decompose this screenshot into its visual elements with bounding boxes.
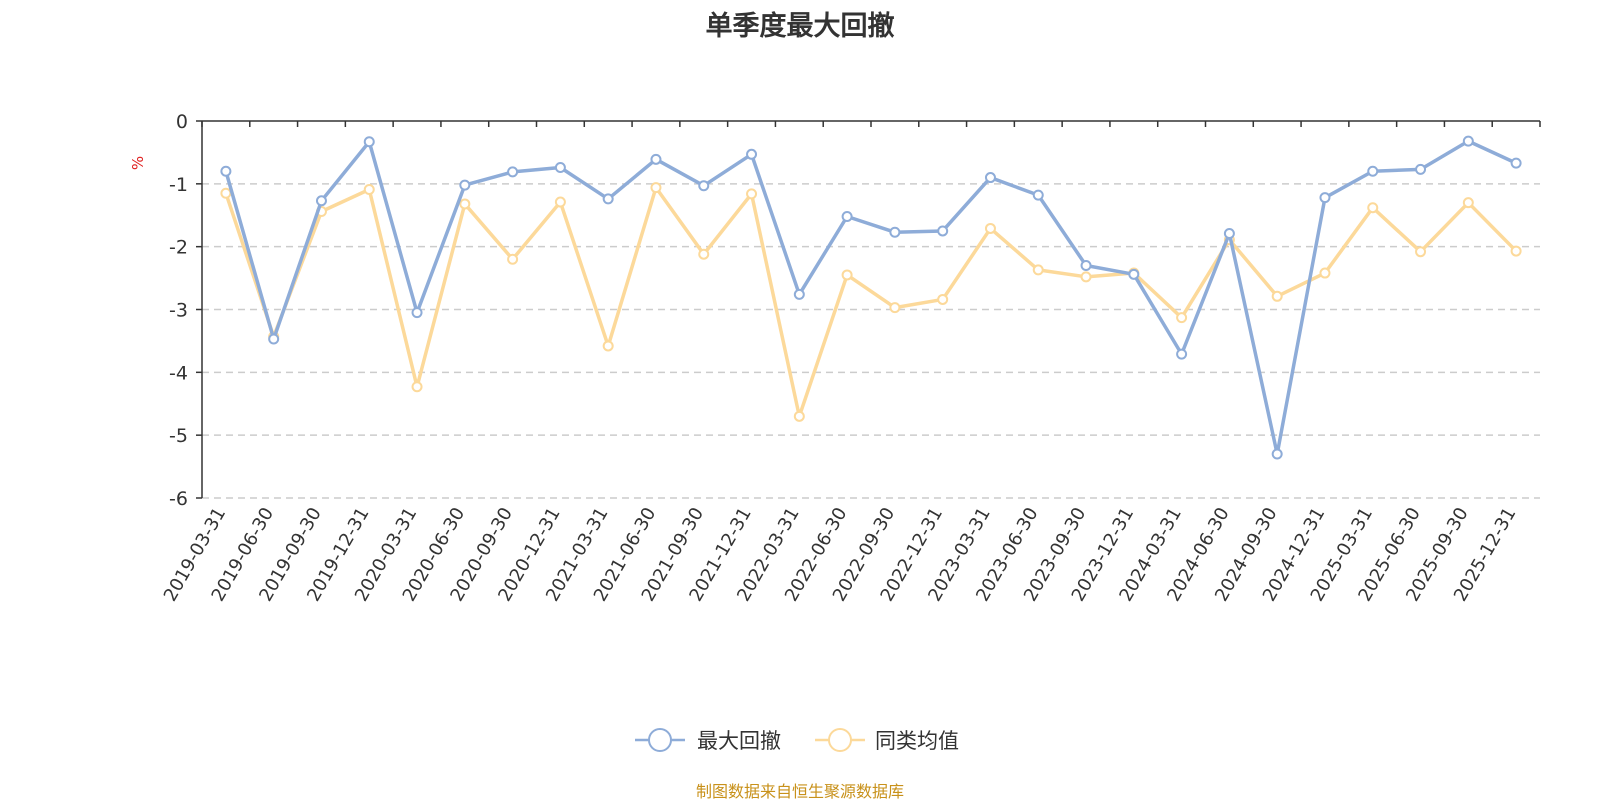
data-point — [1367, 202, 1379, 214]
series-line — [224, 139, 1517, 456]
data-point — [698, 248, 710, 260]
data-point — [459, 179, 471, 191]
legend-marker — [828, 728, 852, 752]
data-point — [554, 161, 566, 173]
data-point — [841, 211, 853, 223]
data-point — [1080, 271, 1092, 283]
legend-item[interactable]: 同类均值 — [815, 728, 959, 753]
series-0 — [220, 135, 1522, 460]
data-point — [268, 333, 280, 345]
data-point — [1032, 189, 1044, 201]
data-point — [937, 225, 949, 237]
legend-label: 最大回撤 — [697, 729, 781, 753]
data-point — [363, 183, 375, 195]
data-point — [459, 198, 471, 210]
series-lines — [220, 135, 1522, 460]
data-point — [554, 196, 566, 208]
y-tick-label: -3 — [169, 300, 188, 322]
legend-label: 同类均值 — [875, 729, 959, 753]
data-point — [746, 148, 758, 160]
data-point — [984, 222, 996, 234]
data-point — [1462, 135, 1474, 147]
data-point — [315, 195, 327, 207]
data-point — [793, 410, 805, 422]
series-1 — [220, 182, 1522, 422]
data-point — [1271, 290, 1283, 302]
data-point — [1176, 312, 1188, 324]
y-tick-label: -2 — [169, 237, 188, 259]
axes: 0-1-2-3-4-5-62019-03-312019-06-302019-09… — [129, 111, 1541, 605]
y-axis-unit-label: % — [129, 156, 147, 170]
data-point — [841, 269, 853, 281]
y-tick-label: -5 — [169, 425, 188, 447]
data-point — [220, 187, 232, 199]
data-point — [411, 307, 423, 319]
data-point — [363, 136, 375, 148]
data-point — [1367, 165, 1379, 177]
data-point — [1415, 163, 1427, 175]
data-point — [984, 172, 996, 184]
legend-item[interactable]: 最大回撤 — [635, 728, 781, 753]
data-point — [411, 381, 423, 393]
legend-marker — [648, 728, 672, 752]
data-point — [602, 193, 614, 205]
data-point — [1319, 267, 1331, 279]
data-point — [220, 165, 232, 177]
data-point — [650, 153, 662, 165]
data-point — [793, 288, 805, 300]
grid-lines — [202, 183, 1540, 499]
data-point — [1080, 260, 1092, 272]
data-point — [507, 166, 519, 178]
data-point — [1462, 197, 1474, 209]
data-point — [698, 180, 710, 192]
data-point — [889, 226, 901, 238]
data-point — [1510, 157, 1522, 169]
data-point — [1319, 192, 1331, 204]
data-point — [1128, 268, 1140, 280]
data-point — [602, 340, 614, 352]
y-tick-label: 0 — [176, 111, 188, 133]
data-point — [1223, 227, 1235, 239]
data-point — [507, 253, 519, 265]
data-point — [746, 188, 758, 200]
legend[interactable]: 最大回撤 同类均值 — [635, 728, 959, 753]
data-point — [889, 302, 901, 314]
data-point — [1176, 348, 1188, 360]
data-point — [1510, 245, 1522, 257]
data-point — [1415, 246, 1427, 258]
data-point — [650, 182, 662, 194]
y-tick-label: -1 — [169, 174, 188, 196]
series-line — [224, 185, 1518, 419]
data-point — [1032, 264, 1044, 276]
data-point — [937, 293, 949, 305]
y-tick-label: -6 — [169, 488, 188, 510]
data-source-credit: 制图数据来自恒生聚源数据库 — [695, 782, 904, 801]
data-point — [1271, 448, 1283, 460]
chart-title: 单季度最大回撤 — [705, 11, 895, 42]
y-tick-label: -4 — [169, 362, 188, 384]
